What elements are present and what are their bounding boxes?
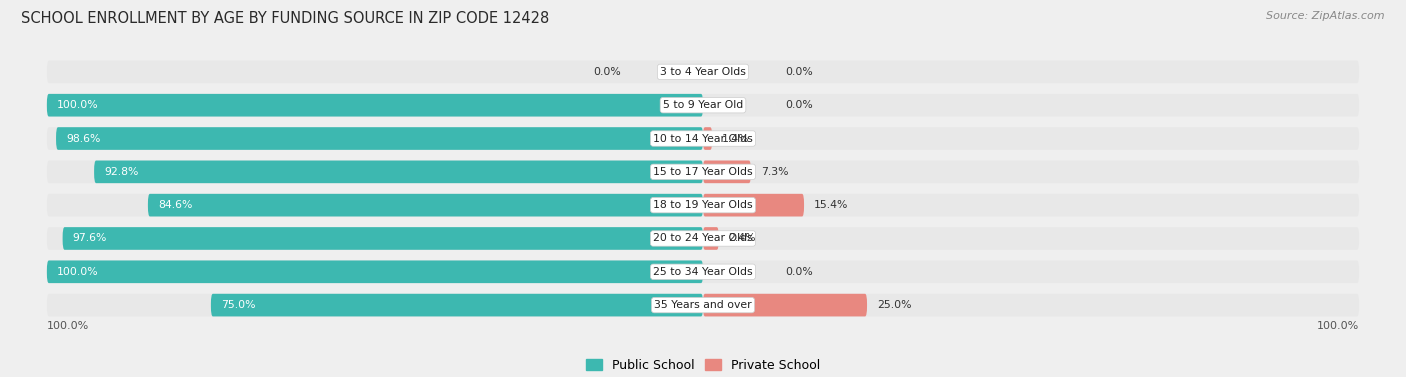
Text: 25.0%: 25.0% [877,300,911,310]
FancyBboxPatch shape [46,194,1360,216]
Text: 3 to 4 Year Olds: 3 to 4 Year Olds [659,67,747,77]
FancyBboxPatch shape [94,161,703,183]
Text: 35 Years and over: 35 Years and over [654,300,752,310]
FancyBboxPatch shape [46,61,1360,83]
FancyBboxPatch shape [703,161,751,183]
FancyBboxPatch shape [56,127,703,150]
Text: 10 to 14 Year Olds: 10 to 14 Year Olds [654,133,752,144]
FancyBboxPatch shape [703,294,868,316]
Text: 2.4%: 2.4% [728,233,756,244]
FancyBboxPatch shape [46,94,1360,116]
FancyBboxPatch shape [148,194,703,216]
FancyBboxPatch shape [211,294,703,316]
Text: 1.4%: 1.4% [723,133,749,144]
Text: 15 to 17 Year Olds: 15 to 17 Year Olds [654,167,752,177]
Text: 15.4%: 15.4% [814,200,848,210]
Text: 0.0%: 0.0% [785,67,813,77]
Legend: Public School, Private School: Public School, Private School [581,354,825,377]
Text: 0.0%: 0.0% [785,267,813,277]
Text: 97.6%: 97.6% [73,233,107,244]
Text: 18 to 19 Year Olds: 18 to 19 Year Olds [654,200,752,210]
Text: 20 to 24 Year Olds: 20 to 24 Year Olds [654,233,752,244]
Text: Source: ZipAtlas.com: Source: ZipAtlas.com [1267,11,1385,21]
Text: 92.8%: 92.8% [104,167,138,177]
Text: 100.0%: 100.0% [56,100,98,110]
FancyBboxPatch shape [63,227,703,250]
FancyBboxPatch shape [703,127,713,150]
FancyBboxPatch shape [703,194,804,216]
Text: 7.3%: 7.3% [761,167,789,177]
FancyBboxPatch shape [46,261,1360,283]
FancyBboxPatch shape [703,227,718,250]
Text: 0.0%: 0.0% [593,67,621,77]
Text: SCHOOL ENROLLMENT BY AGE BY FUNDING SOURCE IN ZIP CODE 12428: SCHOOL ENROLLMENT BY AGE BY FUNDING SOUR… [21,11,550,26]
FancyBboxPatch shape [46,294,1360,316]
FancyBboxPatch shape [46,161,1360,183]
Text: 100.0%: 100.0% [56,267,98,277]
FancyBboxPatch shape [46,94,703,116]
Text: 5 to 9 Year Old: 5 to 9 Year Old [662,100,744,110]
FancyBboxPatch shape [46,261,703,283]
FancyBboxPatch shape [46,127,1360,150]
FancyBboxPatch shape [46,227,1360,250]
Text: 98.6%: 98.6% [66,133,100,144]
Text: 75.0%: 75.0% [221,300,256,310]
Text: 84.6%: 84.6% [157,200,193,210]
Text: 25 to 34 Year Olds: 25 to 34 Year Olds [654,267,752,277]
Text: 100.0%: 100.0% [46,321,89,331]
Text: 100.0%: 100.0% [1317,321,1360,331]
Text: 0.0%: 0.0% [785,100,813,110]
